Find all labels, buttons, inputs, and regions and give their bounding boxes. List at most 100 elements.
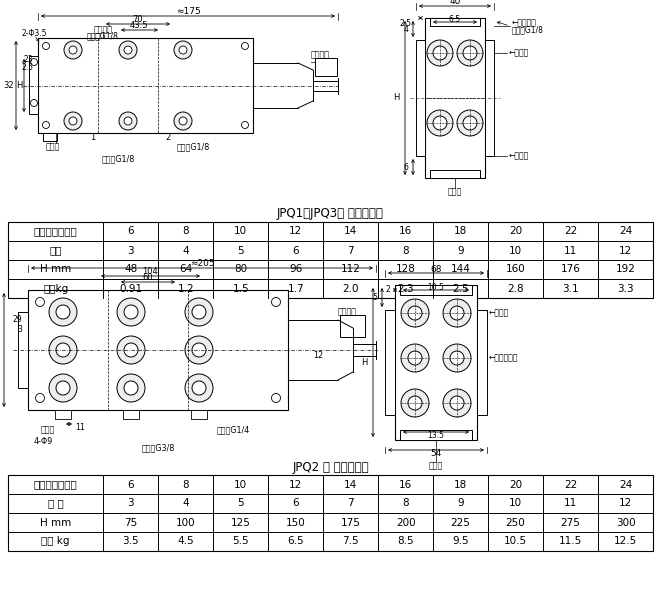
Circle shape [408, 396, 422, 410]
Circle shape [192, 305, 206, 319]
Bar [55, 410, 71, 419]
Text: H: H [16, 81, 22, 90]
Circle shape [443, 344, 471, 372]
Text: 1.7: 1.7 [288, 283, 304, 293]
Text: 5: 5 [372, 292, 377, 301]
Text: 12: 12 [619, 245, 632, 256]
Text: 重量kg: 重量kg [43, 283, 68, 293]
Text: 192: 192 [615, 265, 635, 275]
Circle shape [64, 41, 82, 59]
Circle shape [401, 299, 429, 327]
Text: 5: 5 [237, 245, 244, 256]
Text: 6: 6 [292, 245, 299, 256]
Text: 10: 10 [234, 479, 247, 490]
Text: 29: 29 [13, 316, 22, 325]
Text: 11: 11 [564, 245, 577, 256]
Text: 24: 24 [619, 226, 632, 236]
Text: 片数: 片数 [50, 245, 62, 256]
Text: 5: 5 [237, 499, 244, 509]
Text: 20: 20 [509, 226, 522, 236]
Circle shape [119, 41, 137, 59]
Bar [18, 312, 28, 388]
Text: 150: 150 [286, 517, 305, 527]
Text: 4-Φ9: 4-Φ9 [33, 437, 53, 446]
Text: 300: 300 [615, 517, 635, 527]
Text: 控制管路: 控制管路 [93, 25, 112, 34]
Text: 10.5: 10.5 [504, 536, 527, 547]
Circle shape [119, 112, 137, 130]
Circle shape [174, 41, 192, 59]
Text: 3.3: 3.3 [617, 283, 634, 293]
Circle shape [443, 389, 471, 417]
Text: ←溢壓指示器: ←溢壓指示器 [489, 353, 518, 362]
Text: 6.5: 6.5 [288, 536, 304, 547]
Text: 200: 200 [396, 517, 416, 527]
Bar [43, 133, 57, 141]
Text: 2: 2 [385, 286, 390, 295]
Text: 3: 3 [128, 499, 134, 509]
Circle shape [36, 394, 44, 403]
Circle shape [241, 43, 249, 49]
Text: JPQ1、JPQ3型 型式及尺寸: JPQ1、JPQ3型 型式及尺寸 [277, 208, 384, 220]
Bar [28, 290, 288, 410]
Bar [485, 40, 494, 156]
Text: H mm: H mm [40, 265, 71, 275]
Text: 2-Φ3.5: 2-Φ3.5 [21, 28, 47, 37]
Text: 進油口G3/8: 進油口G3/8 [141, 443, 175, 452]
Text: 160: 160 [506, 265, 525, 275]
Text: 100: 100 [176, 517, 196, 527]
Text: 9: 9 [457, 499, 464, 509]
Text: 104: 104 [142, 268, 158, 277]
Text: 60: 60 [143, 274, 153, 283]
Text: 8: 8 [182, 226, 189, 236]
Text: 6.5: 6.5 [449, 14, 461, 23]
Text: 出油口数（个）: 出油口数（个） [34, 226, 77, 236]
Circle shape [30, 58, 38, 65]
Text: 22: 22 [564, 479, 577, 490]
Text: 3.1: 3.1 [563, 283, 579, 293]
Circle shape [124, 117, 132, 125]
Bar [340, 315, 365, 337]
Text: 14: 14 [344, 479, 358, 490]
Circle shape [56, 343, 70, 357]
Circle shape [272, 298, 280, 307]
Text: 275: 275 [561, 517, 580, 527]
Bar [8, 475, 653, 551]
Text: 12: 12 [289, 226, 303, 236]
Text: 1.2: 1.2 [178, 283, 194, 293]
Text: 2.0: 2.0 [342, 283, 359, 293]
Text: 24: 24 [619, 479, 632, 490]
Text: 70: 70 [133, 16, 143, 25]
Text: 10.5: 10.5 [428, 283, 444, 292]
Text: 176: 176 [561, 265, 580, 275]
Circle shape [49, 374, 77, 402]
Circle shape [192, 343, 206, 357]
Text: 48: 48 [124, 265, 137, 275]
Text: 出油口数（个）: 出油口数（个） [34, 479, 77, 490]
Text: 給油口G1/8: 給油口G1/8 [176, 142, 210, 151]
Circle shape [185, 298, 213, 326]
Text: 4: 4 [182, 245, 189, 256]
Text: 18: 18 [454, 226, 467, 236]
Circle shape [56, 381, 70, 395]
Text: 9.5: 9.5 [452, 536, 469, 547]
Circle shape [56, 305, 70, 319]
Bar [416, 40, 425, 156]
Text: 128: 128 [396, 265, 416, 275]
Text: 250: 250 [506, 517, 525, 527]
Text: 16: 16 [399, 479, 412, 490]
Text: 144: 144 [451, 265, 471, 275]
Circle shape [433, 116, 447, 130]
Circle shape [457, 40, 483, 66]
Text: 9: 9 [457, 245, 464, 256]
Circle shape [124, 381, 138, 395]
Text: ←排氣口: ←排氣口 [509, 151, 529, 160]
Text: 8: 8 [403, 245, 409, 256]
Bar [425, 18, 485, 178]
Bar [123, 410, 139, 419]
Text: 6: 6 [128, 226, 134, 236]
Circle shape [401, 344, 429, 372]
Circle shape [185, 336, 213, 364]
Circle shape [450, 306, 464, 320]
Text: 75: 75 [124, 517, 137, 527]
